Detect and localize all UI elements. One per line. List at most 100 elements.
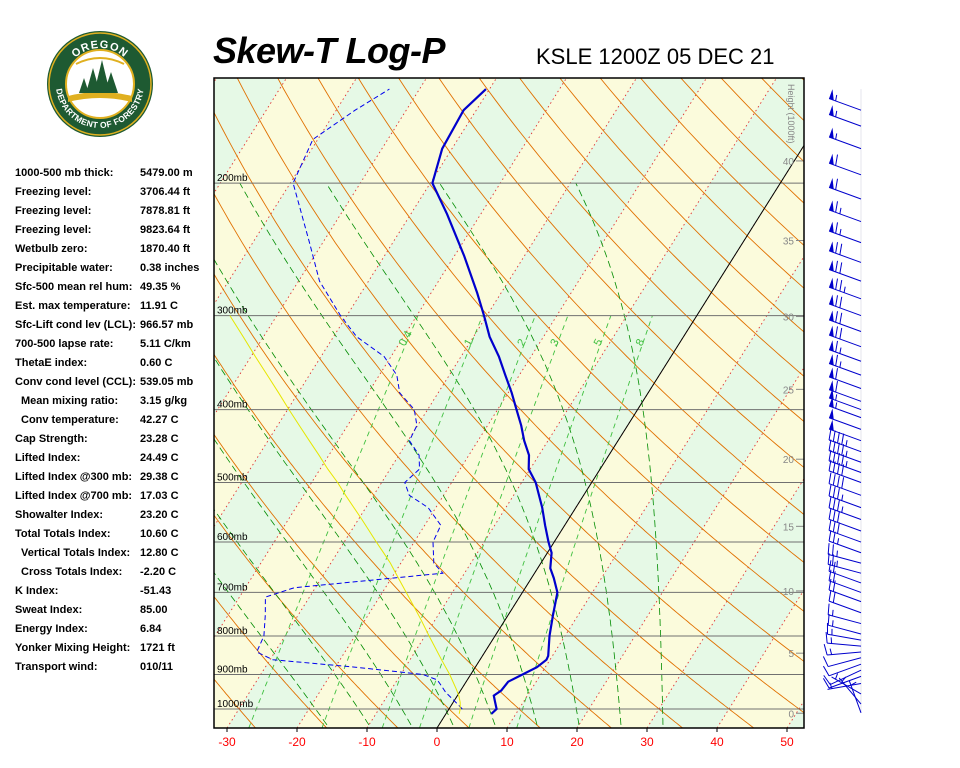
pressure-label: 300mb [217, 306, 248, 317]
wind-barb-staff [827, 682, 862, 690]
index-row: Freezing level: 9823.64 ft [15, 224, 215, 243]
wind-barb-full [832, 520, 836, 533]
wind-barb-full [828, 560, 832, 572]
moist-adiabat-line [325, 182, 580, 725]
dry-adiabat-line [277, 78, 804, 663]
dry-adiabat-line [317, 78, 804, 612]
wind-barb-flag [829, 325, 834, 337]
index-value: 3706.44 ft [140, 186, 191, 198]
height-tick-label: 25 [783, 385, 795, 396]
index-label: Freezing level: [15, 205, 92, 217]
wind-barb-full [823, 644, 828, 656]
dewpoint-profile [256, 88, 463, 710]
index-row: K Index: -51.43 [15, 585, 215, 604]
index-row: Total Totals Index: 10.60 C [15, 528, 215, 547]
wind-barb-staff [828, 363, 862, 376]
wind-barb [826, 623, 862, 641]
isotherm-line [786, 700, 804, 728]
index-value: 0.38 inches [140, 262, 200, 274]
dry-adiabat-line [214, 192, 683, 728]
wind-barb-half [829, 648, 833, 655]
index-value: 42.27 C [140, 414, 179, 426]
dry-adiabat-line [801, 78, 804, 81]
isotherm-line [214, 78, 217, 83]
wind-barb-half [845, 440, 848, 447]
index-value: 23.20 C [140, 509, 179, 521]
wind-barb [838, 676, 862, 705]
moist-adiabat-line [239, 182, 538, 725]
wind-barb-half [832, 609, 834, 616]
wind-barb-half [835, 402, 838, 409]
wind-barb [825, 631, 862, 647]
height-tick-label: 35 [783, 236, 795, 247]
isotherm-line [214, 78, 287, 194]
wind-barb-full [837, 487, 840, 500]
wind-barb [828, 294, 862, 317]
wind-barb-full [835, 242, 839, 254]
wind-barb [828, 439, 862, 463]
wind-barb-full [832, 561, 836, 573]
stability-indices-panel: 1000-500 mb thick: 5479.00 m Freezing leve… [15, 167, 215, 680]
wind-barb-full [841, 477, 845, 489]
x-tick-label: 40 [710, 735, 724, 749]
wind-barb-full [828, 484, 832, 497]
index-row: Conv temperature: 42.27 C [15, 414, 215, 433]
index-row: Yonker Mixing Height: 1721 ft [15, 642, 215, 661]
wind-barb-full [835, 278, 839, 290]
dry-adiabat-line [398, 78, 804, 516]
moist-adiabat-line [439, 182, 622, 725]
wind-barb-half [839, 228, 842, 236]
wind-barb-half [839, 361, 842, 368]
dry-adiabat-line [214, 353, 541, 728]
index-label: Cross Totals Index: [21, 566, 123, 578]
moist-adiabat-line [214, 572, 328, 726]
wind-barb-flag [829, 260, 834, 272]
x-tick-label: 0 [434, 735, 441, 749]
wind-barb-staff [827, 651, 862, 656]
index-label: Freezing level: [15, 186, 92, 198]
wind-barb [828, 89, 862, 111]
dry-adiabat-line [0, 78, 184, 728]
wind-barb-staff [828, 162, 862, 176]
x-tick-label: -10 [358, 735, 376, 749]
wind-barb-flag [829, 89, 834, 101]
wind-barb-full [839, 262, 843, 274]
wind-barb-staff [828, 439, 862, 453]
temperature-profile [431, 88, 559, 715]
index-value: 10.60 C [140, 528, 179, 540]
index-value: 0.60 C [140, 357, 173, 369]
index-row: Energy Index: 6.84 [15, 623, 215, 642]
isotherm-line [226, 78, 637, 728]
index-label: Showalter Index: [15, 509, 104, 521]
wind-barb [828, 260, 862, 282]
index-row: Sfc-Lift cond lev (LCL): 966.57 mb [15, 319, 215, 338]
wind-barb-full [835, 326, 839, 338]
wind-barb-full [822, 656, 829, 667]
index-label: 1000-500 mb thick: [15, 167, 114, 179]
wind-barb-full [835, 154, 839, 166]
moist-adiabat-line [575, 182, 664, 725]
index-value: -51.43 [140, 585, 172, 597]
wind-barb [828, 153, 862, 176]
index-row: Lifted Index @700 mb: 17.03 C [15, 490, 215, 509]
index-row: Transport wind: 010/11 [15, 661, 215, 680]
wind-barb [828, 200, 862, 223]
moist-adiabat-line [214, 258, 496, 726]
index-row: Cross Totals Index: -2.20 C [15, 566, 215, 585]
wind-barb-full [841, 444, 845, 456]
wind-barb-full [835, 340, 839, 353]
index-row: Lifted Index: 24.49 C [15, 452, 215, 471]
wind-barb-half [835, 133, 838, 140]
wind-barb-full [822, 665, 830, 677]
wind-barb-staff [828, 397, 862, 411]
wind-barb-staff [828, 663, 862, 677]
wind-barb-full [837, 432, 840, 444]
isotherm-line [366, 78, 777, 728]
isotherm-line [214, 78, 427, 417]
dry-adiabat-line [882, 78, 960, 728]
index-value: 24.49 C [140, 452, 179, 464]
index-label: Energy Index: [15, 623, 88, 635]
x-tick-label: 50 [780, 735, 794, 749]
wind-barb-full [828, 496, 832, 508]
